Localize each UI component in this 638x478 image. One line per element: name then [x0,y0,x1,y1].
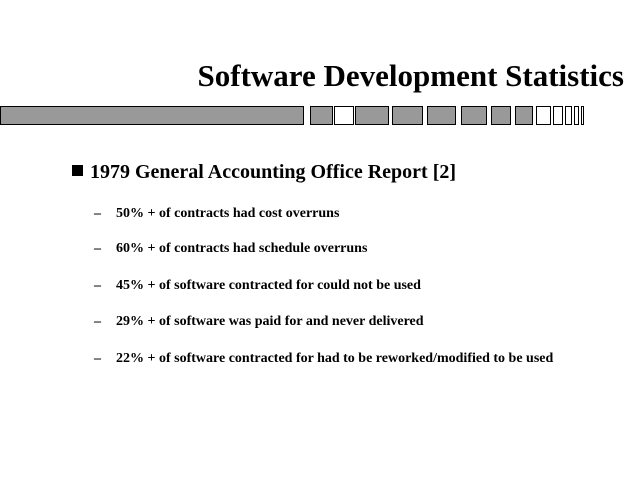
sub-bullet-text: 45% + of software contracted for could n… [116,278,421,293]
bar-segment [565,106,572,125]
sub-bullet-text: 29% + of software was paid for and never… [116,314,424,329]
main-bullet-text: 1979 General Accounting Office Report [2… [90,161,457,183]
bar-segment [536,106,551,125]
bar-segment [334,106,354,125]
bar-segment [515,106,533,125]
bar-segment [0,106,304,125]
bar-segment [310,106,333,125]
bar-segment [581,106,584,125]
dash-marker: – [94,278,101,293]
dash-marker: – [94,241,101,256]
sub-bullet-text: 60% + of contracts had schedule overruns [116,241,368,256]
sub-bullet: – 29% + of software was paid for and nev… [94,313,574,330]
bar-segment [491,106,511,125]
bar-segment [553,106,563,125]
main-bullet: 1979 General Accounting Office Report [2… [72,160,456,184]
dash-marker: – [94,206,101,221]
bar-segment [427,106,456,125]
sub-bullet: – 45% + of software contracted for could… [94,277,574,294]
dash-marker: – [94,351,101,366]
sub-bullet: – 50% + of contracts had cost overruns [94,205,574,222]
decorative-title-bar [0,106,584,125]
square-bullet-icon [72,165,83,176]
bar-segment [355,106,389,125]
bar-segment [392,106,423,125]
dash-marker: – [94,314,101,329]
sub-bullet-text: 22% + of software contracted for had to … [116,351,554,366]
sub-bullet-text: 50% + of contracts had cost overruns [116,206,340,221]
sub-bullet: – 22% + of software contracted for had t… [94,350,574,367]
sub-bullet: – 60% + of contracts had schedule overru… [94,240,574,257]
bar-segment [461,106,487,125]
slide-title: Software Development Statistics [197,58,624,93]
bar-segment [574,106,579,125]
